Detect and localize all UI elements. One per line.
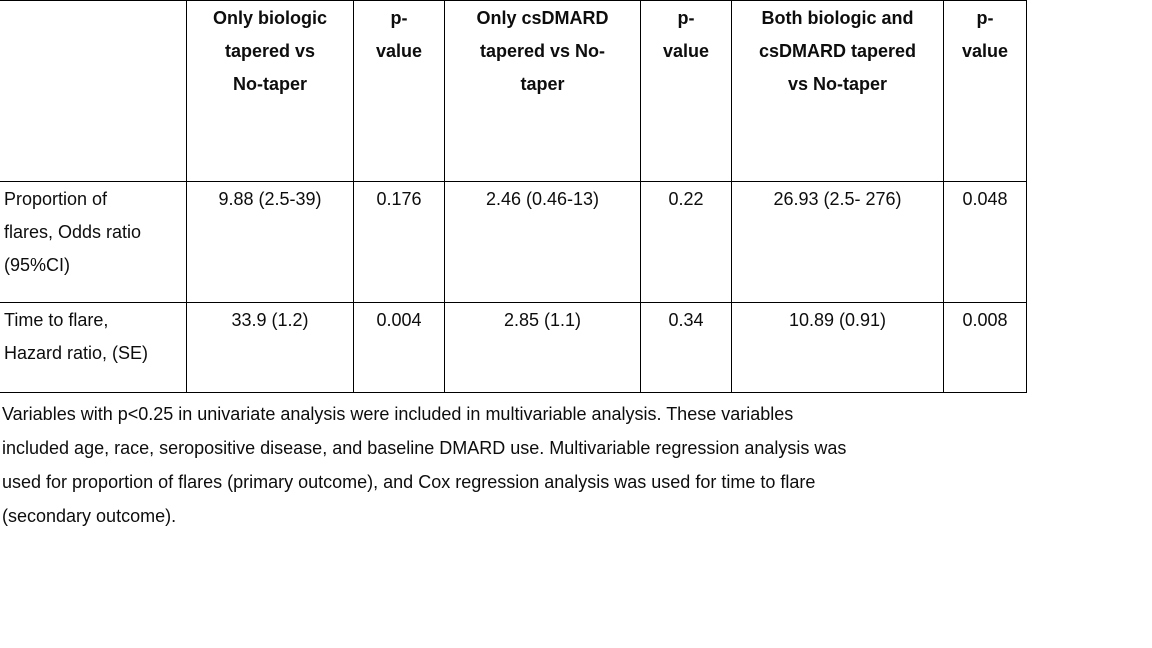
- cell-pvalue-odds-csdmard: 0.22: [640, 181, 732, 303]
- header-both-tapered: Both biologic and csDMARD tapered vs No-…: [731, 0, 944, 182]
- cell-odds-ratio-biologic: 9.88 (2.5-39): [186, 181, 354, 303]
- header-only-biologic-tapered: Only biologic tapered vs No-taper: [186, 0, 354, 182]
- cell-odds-ratio-both: 26.93 (2.5- 276): [731, 181, 944, 303]
- cell-hazard-ratio-csdmard: 2.85 (1.1): [444, 302, 641, 393]
- cell-pvalue-odds-biologic: 0.176: [353, 181, 445, 303]
- row-label-proportion-of-flares: Proportion of flares, Odds ratio (95%CI): [0, 181, 187, 303]
- cell-pvalue-hazard-csdmard: 0.34: [640, 302, 732, 393]
- table-row-proportion-of-flares: Proportion of flares, Odds ratio (95%CI)…: [0, 181, 1027, 303]
- header-p-value-1: p- value: [353, 0, 445, 182]
- table-footnote: Variables with p<0.25 in univariate anal…: [2, 404, 847, 526]
- results-table: Only biologic tapered vs No-taper p- val…: [0, 0, 1027, 393]
- corner-cell: [0, 0, 187, 182]
- header-p-value-2: p- value: [640, 0, 732, 182]
- header-only-csdmard-tapered: Only csDMARD tapered vs No- taper: [444, 0, 641, 182]
- cell-pvalue-odds-both: 0.048: [943, 181, 1027, 303]
- cell-pvalue-hazard-biologic: 0.004: [353, 302, 445, 393]
- cell-pvalue-hazard-both: 0.008: [943, 302, 1027, 393]
- table-header-row: Only biologic tapered vs No-taper p- val…: [0, 0, 1027, 182]
- cell-hazard-ratio-biologic: 33.9 (1.2): [186, 302, 354, 393]
- cell-hazard-ratio-both: 10.89 (0.91): [731, 302, 944, 393]
- header-p-value-3: p- value: [943, 0, 1027, 182]
- row-label-time-to-flare: Time to flare, Hazard ratio, (SE): [0, 302, 187, 393]
- table-row-time-to-flare: Time to flare, Hazard ratio, (SE) 33.9 (…: [0, 302, 1027, 393]
- cell-odds-ratio-csdmard: 2.46 (0.46-13): [444, 181, 641, 303]
